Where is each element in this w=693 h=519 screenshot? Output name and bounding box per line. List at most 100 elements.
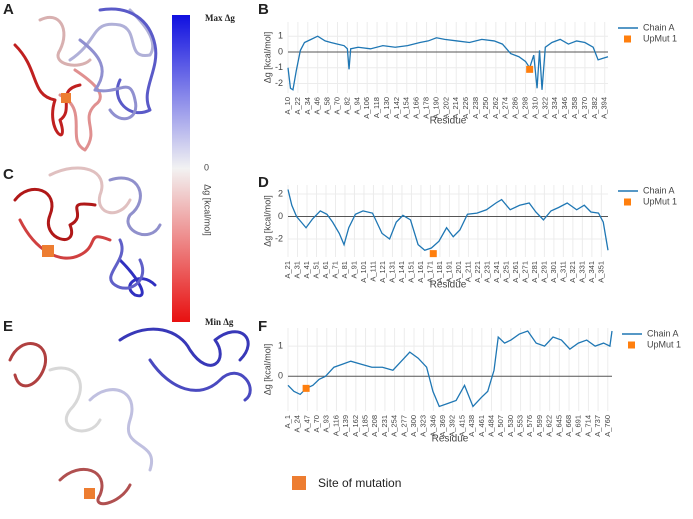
x-tick-label: A_231 — [380, 415, 389, 437]
colorbar — [172, 15, 190, 322]
panel-label: D — [258, 174, 269, 191]
x-tick-label: A_94 — [352, 97, 361, 115]
x-tick-label: A_47 — [302, 415, 311, 433]
x-tick-label: A_191 — [444, 261, 453, 283]
mutation-legend-swatch — [292, 476, 306, 490]
x-tick-label: A_334 — [550, 97, 559, 119]
x-tick-label: A_438 — [467, 415, 476, 437]
x-axis-title: Residue — [430, 280, 467, 291]
colorbar-min: Min Δg — [205, 317, 234, 327]
y-tick-label: 0 — [278, 371, 283, 381]
x-tick-label: A_34 — [303, 97, 312, 115]
x-tick-label: A_70 — [312, 415, 321, 433]
x-tick-label: A_82 — [342, 97, 351, 115]
x-tick-label: A_21 — [283, 261, 292, 279]
x-tick-label: A_300 — [409, 415, 418, 437]
x-tick-label: A_760 — [603, 415, 612, 437]
x-tick-label: A_274 — [501, 97, 510, 119]
marker — [526, 65, 534, 73]
x-tick-label: A_254 — [390, 415, 399, 437]
x-tick-label: A_162 — [351, 415, 360, 437]
x-tick-label: A_211 — [463, 261, 472, 282]
mutation-legend-label: Site of mutation — [318, 476, 401, 490]
x-tick-label: A_341 — [587, 261, 596, 283]
legend-label: Chain A — [643, 185, 675, 195]
x-tick-label: A_70 — [332, 97, 341, 115]
legend-label: Chain A — [643, 22, 675, 32]
x-tick-label: A_71 — [330, 261, 339, 279]
x-tick-label: A_185 — [361, 415, 370, 437]
y-tick-label: 2 — [278, 188, 283, 198]
x-tick-label: A_346 — [560, 97, 569, 119]
x-tick-label: A_331 — [577, 261, 586, 283]
y-axis-title: Δg [kcal/mol] — [262, 344, 272, 396]
x-tick-label: A_178 — [422, 97, 431, 119]
legend-label: UpMut 1 — [643, 196, 677, 206]
x-tick-label: A_262 — [491, 97, 500, 119]
x-tick-label: A_530 — [506, 415, 515, 437]
x-tick-label: A_171 — [425, 261, 434, 283]
x-tick-label: A_553 — [516, 415, 525, 437]
x-tick-label: A_121 — [378, 261, 387, 283]
structure-c — [13, 166, 162, 298]
x-tick-label: A_238 — [471, 97, 480, 119]
panel-label: A — [3, 1, 14, 18]
x-tick-label: A_141 — [397, 261, 406, 283]
x-tick-label: A_622 — [545, 415, 554, 437]
legend-label: Chain A — [647, 328, 679, 338]
panel-label: E — [3, 318, 13, 335]
x-tick-label: A_142 — [392, 97, 401, 119]
data-line — [287, 330, 613, 408]
x-tick-label: A_310 — [530, 97, 539, 119]
structure-a — [13, 7, 158, 152]
mutation-site — [61, 93, 71, 103]
x-tick-label: A_190 — [431, 97, 440, 119]
x-tick-label: A_645 — [554, 415, 563, 437]
colorbar-max: Max Δg — [205, 13, 235, 23]
x-tick-label: A_311 — [558, 261, 567, 282]
data-line — [287, 35, 609, 91]
x-tick-label: A_231 — [482, 261, 491, 283]
x-tick-label: A_151 — [406, 261, 415, 283]
x-tick-label: A_51 — [311, 261, 320, 279]
x-tick-label: A_154 — [402, 97, 411, 119]
x-tick-label: A_415 — [457, 415, 466, 437]
mutation-site — [42, 245, 54, 257]
x-tick-label: A_392 — [448, 415, 457, 437]
mutation-site — [84, 488, 95, 499]
legend-swatch — [628, 341, 635, 349]
x-tick-label: A_10 — [283, 97, 292, 115]
x-tick-label: A_394 — [600, 97, 609, 119]
x-tick-label: A_251 — [501, 261, 510, 283]
x-tick-label: A_298 — [521, 97, 530, 119]
x-tick-label: A_139 — [341, 415, 350, 437]
y-tick-label: 1 — [278, 31, 283, 41]
x-tick-label: A_322 — [540, 97, 549, 119]
colorbar-title: Δg [kcal/mol] — [203, 184, 213, 236]
x-tick-label: A_166 — [412, 97, 421, 119]
panel-label: C — [3, 166, 14, 183]
x-tick-label: A_241 — [492, 261, 501, 283]
x-tick-label: A_214 — [451, 97, 460, 119]
y-tick-label: 1 — [278, 340, 283, 350]
x-tick-label: A_202 — [441, 97, 450, 119]
x-tick-label: A_351 — [596, 261, 605, 283]
x-tick-label: A_277 — [399, 415, 408, 437]
y-axis-title: Δg [kcal/mol] — [262, 195, 272, 247]
panel-label: F — [258, 318, 267, 335]
x-tick-label: A_321 — [568, 261, 577, 283]
x-tick-label: A_116 — [331, 415, 340, 436]
y-tick-label: -1 — [275, 62, 283, 72]
data-line — [287, 189, 609, 251]
x-tick-label: A_31 — [292, 261, 301, 279]
x-tick-label: A_346 — [428, 415, 437, 437]
x-tick-label: A_81 — [340, 261, 349, 279]
marker — [429, 250, 437, 258]
x-tick-label: A_118 — [372, 97, 381, 118]
x-tick-label: A_61 — [321, 261, 330, 279]
x-tick-label: A_1 — [283, 415, 292, 428]
marker — [302, 384, 310, 392]
x-tick-label: A_461 — [477, 415, 486, 437]
x-tick-label: A_281 — [530, 261, 539, 283]
